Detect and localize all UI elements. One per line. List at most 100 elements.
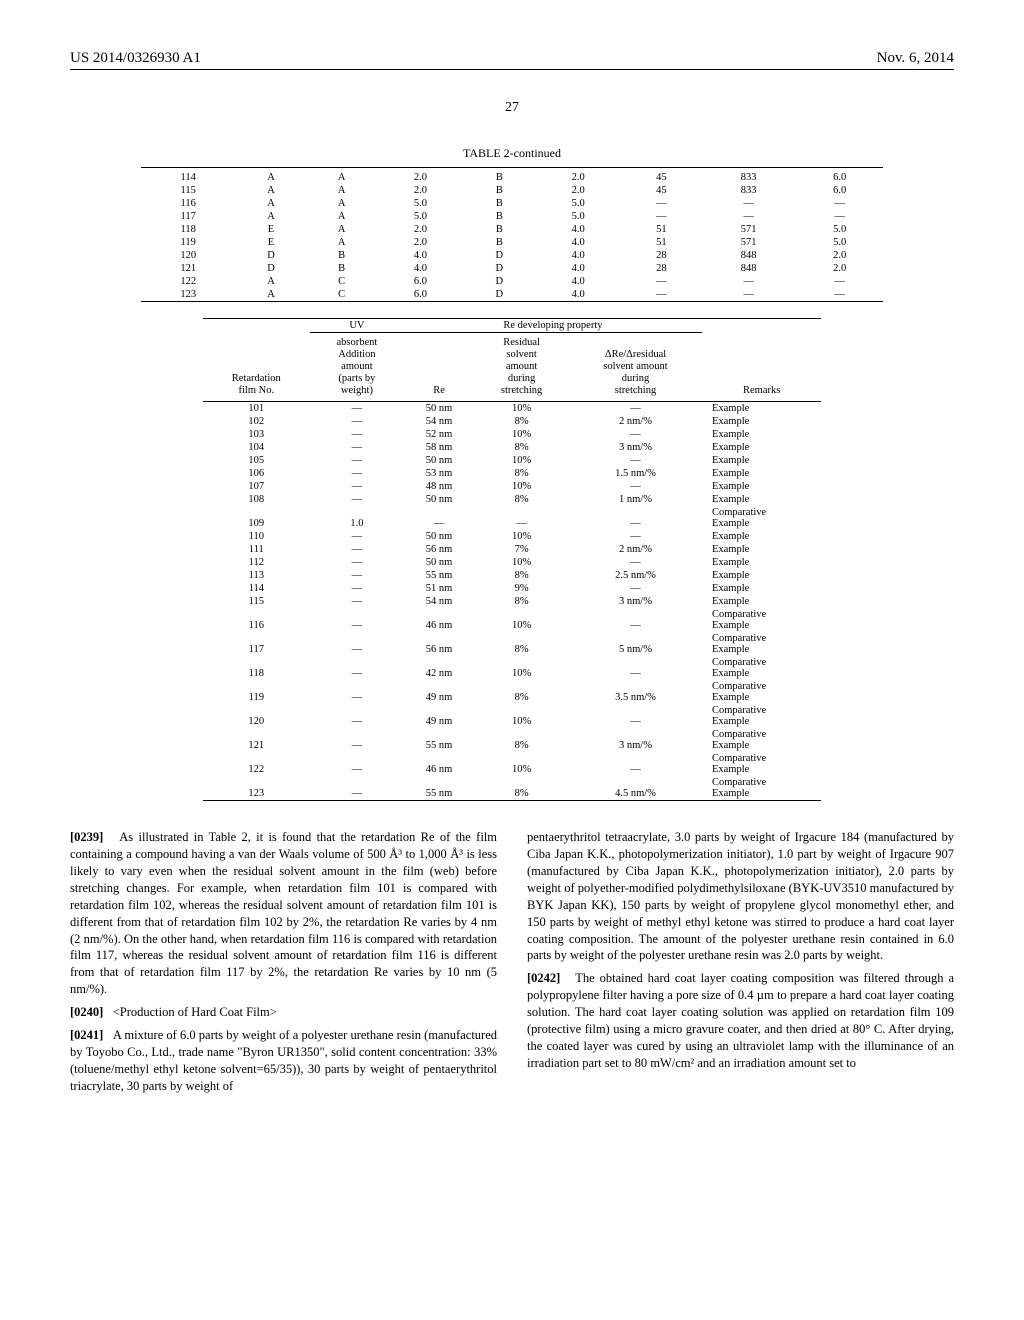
table-row: 118—42 nm10%—ComparativeExample (203, 656, 822, 680)
table-cell: 119 (141, 236, 236, 249)
table-cell: A (236, 210, 307, 223)
table-cell: 3 nm/% (569, 595, 702, 608)
table-cell: — (310, 632, 404, 656)
table-cell: 4.0 (535, 262, 622, 275)
table-cell: 8% (474, 776, 569, 801)
table-cell: — (310, 415, 404, 428)
table-row: 112—50 nm10%—Example (203, 556, 822, 569)
table-cell: — (796, 210, 883, 223)
table-cell: — (569, 704, 702, 728)
table-cell: Example (702, 530, 821, 543)
para-text: The obtained hard coat layer coating com… (527, 971, 954, 1069)
table-cell: 848 (701, 262, 796, 275)
table-cell: — (701, 288, 796, 302)
table-cell: 105 (203, 454, 310, 467)
left-column: [0239] As illustrated in Table 2, it is … (70, 829, 497, 1100)
table-cell: 122 (203, 752, 310, 776)
table-cell: 107 (203, 480, 310, 493)
para-text: A mixture of 6.0 parts by weight of a po… (70, 1028, 497, 1093)
table-cell: ComparativeExample (702, 506, 821, 530)
paragraph-0241: [0241] A mixture of 6.0 parts by weight … (70, 1027, 497, 1095)
table-cell: ComparativeExample (702, 728, 821, 752)
table-cell: Example (702, 441, 821, 454)
table-cell: 5.0 (377, 197, 464, 210)
table-cell: — (569, 480, 702, 493)
table-cell: 120 (141, 249, 236, 262)
table-cell: — (474, 506, 569, 530)
table-cell: 56 nm (404, 632, 474, 656)
table-2-lower: UV Re developing property Retardationfil… (203, 318, 822, 801)
paragraph-0242: [0242] The obtained hard coat layer coat… (527, 970, 954, 1071)
table-cell: A (236, 288, 307, 302)
table-cell: 8% (474, 415, 569, 428)
table-row: 111—56 nm7%2 nm/%Example (203, 543, 822, 556)
table-cell: 5.0 (796, 236, 883, 249)
table-cell: — (701, 197, 796, 210)
table-cell: 848 (701, 249, 796, 262)
table-row: 123—55 nm8%4.5 nm/%ComparativeExample (203, 776, 822, 801)
table-cell: 45 (622, 168, 701, 185)
table-cell: — (569, 656, 702, 680)
table-cell: C (306, 275, 377, 288)
col-delta-re: ΔRe/Δresidualsolvent amountduringstretch… (569, 333, 702, 402)
table-cell: 2.0 (377, 236, 464, 249)
table-cell: A (236, 275, 307, 288)
table-cell: 3 nm/% (569, 441, 702, 454)
table-cell: 2.0 (377, 223, 464, 236)
table-cell: 2.0 (535, 184, 622, 197)
table-cell: A (306, 236, 377, 249)
table-cell: 10% (474, 556, 569, 569)
table-cell: 5.0 (796, 223, 883, 236)
table-cell: 833 (701, 168, 796, 185)
table-cell: — (310, 569, 404, 582)
table-cell: ComparativeExample (702, 776, 821, 801)
table-cell: ComparativeExample (702, 632, 821, 656)
table-cell: ComparativeExample (702, 608, 821, 632)
right-column: pentaerythritol tetraacrylate, 3.0 parts… (527, 829, 954, 1100)
table-cell: — (310, 704, 404, 728)
table-row: 116AA5.0B5.0——— (141, 197, 884, 210)
table-cell: 115 (141, 184, 236, 197)
table-cell: 58 nm (404, 441, 474, 454)
table-cell: 123 (203, 776, 310, 801)
table-cell: — (310, 467, 404, 480)
table-cell: 122 (141, 275, 236, 288)
table-cell: — (701, 275, 796, 288)
table-cell: — (310, 728, 404, 752)
table-cell: 103 (203, 428, 310, 441)
para-label: [0241] (70, 1028, 103, 1042)
table-cell: 10% (474, 480, 569, 493)
table-row: 117—56 nm8%5 nm/%ComparativeExample (203, 632, 822, 656)
table-cell: Example (702, 480, 821, 493)
table-cell: 50 nm (404, 530, 474, 543)
table-cell: 55 nm (404, 728, 474, 752)
page-number: 27 (70, 100, 954, 116)
table-row: 1091.0———ComparativeExample (203, 506, 822, 530)
table-cell: — (796, 275, 883, 288)
table-cell: 50 nm (404, 402, 474, 416)
table-row: 121—55 nm8%3 nm/%ComparativeExample (203, 728, 822, 752)
table-cell: 108 (203, 493, 310, 506)
table-cell: 110 (203, 530, 310, 543)
table-cell: D (236, 262, 307, 275)
paragraph-0241-cont: pentaerythritol tetraacrylate, 3.0 parts… (527, 829, 954, 964)
table-cell: Example (702, 493, 821, 506)
table-cell: Example (702, 595, 821, 608)
table-cell: 104 (203, 441, 310, 454)
table-cell: — (310, 530, 404, 543)
table-cell: 10% (474, 530, 569, 543)
table-cell: 50 nm (404, 454, 474, 467)
table-cell: 55 nm (404, 776, 474, 801)
table-cell: 571 (701, 223, 796, 236)
table-caption: TABLE 2-continued (70, 146, 954, 161)
table-cell: 6.0 (796, 184, 883, 197)
table-cell: 28 (622, 262, 701, 275)
table-cell: 4.0 (535, 288, 622, 302)
table-cell: — (310, 776, 404, 801)
table-row: 120DB4.0D4.0288482.0 (141, 249, 884, 262)
table-cell: 56 nm (404, 543, 474, 556)
table-cell: 51 (622, 223, 701, 236)
table-cell: ComparativeExample (702, 704, 821, 728)
table-cell: 28 (622, 249, 701, 262)
table-cell: — (622, 288, 701, 302)
